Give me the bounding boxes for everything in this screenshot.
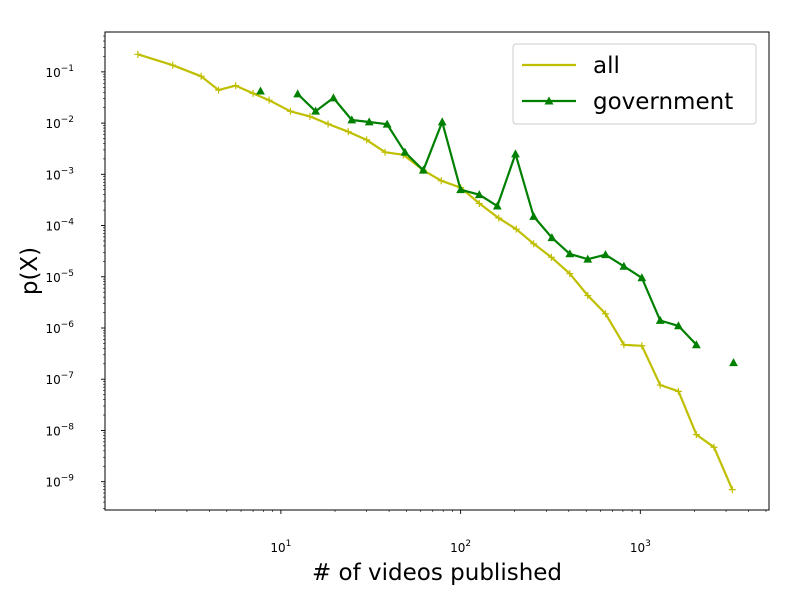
y-tick-label: 10−8	[45, 422, 74, 438]
data-point-all	[232, 82, 240, 90]
data-point-all	[692, 431, 700, 439]
data-point-all	[306, 112, 314, 120]
plot-frame	[104, 31, 770, 511]
data-point-government	[691, 340, 701, 349]
y-tick-label: 10−5	[45, 269, 74, 285]
data-point-government	[674, 321, 683, 330]
data-point-all	[584, 292, 592, 300]
data-point-government	[583, 254, 593, 263]
series-government	[256, 86, 738, 367]
data-point-all	[674, 387, 682, 395]
data-point-all	[324, 120, 332, 128]
data-point-all	[475, 199, 483, 207]
data-point-government	[547, 233, 557, 242]
data-point-all	[638, 342, 646, 350]
data-point-all	[495, 214, 503, 222]
y-tick-label: 10−4	[45, 218, 74, 234]
data-point-all	[728, 486, 736, 494]
y-tick-label: 10−7	[45, 371, 74, 387]
legend-label-government: government	[593, 89, 733, 115]
data-point-all	[512, 225, 520, 233]
data-point-government	[655, 315, 665, 324]
y-tick-label: 10−6	[45, 320, 74, 336]
data-point-all	[265, 96, 273, 104]
x-axis-title: # of videos published	[312, 560, 562, 586]
data-point-all	[566, 270, 574, 278]
data-point-government	[347, 115, 357, 124]
data-point-government	[382, 119, 392, 128]
y-axis-ticks: 10−1 10−2 10−3 10−4 10−5 10−6 10−7 10−8 10−9	[45, 35, 105, 509]
y-tick-label: 10−9	[45, 474, 74, 490]
x-tick-label: 103	[630, 539, 651, 555]
data-point-government	[601, 250, 610, 259]
x-tick-label: 101	[270, 539, 291, 555]
data-point-all	[656, 381, 664, 389]
data-point-all	[381, 148, 389, 156]
data-point-all	[601, 310, 609, 318]
data-point-government	[437, 117, 447, 126]
data-point-all	[530, 240, 538, 248]
data-point-government	[565, 249, 575, 258]
data-point-all	[547, 253, 555, 261]
data-point-government	[329, 93, 338, 102]
y-tick-label: 10−2	[45, 115, 74, 131]
data-point-all	[710, 443, 718, 451]
data-point-government	[400, 147, 410, 156]
data-point-government	[311, 106, 321, 115]
data-point-government	[293, 89, 303, 98]
data-point-all	[197, 72, 205, 80]
data-point-all	[437, 177, 445, 185]
legend: all government	[512, 43, 757, 125]
data-point-government	[637, 273, 647, 282]
data-point-government	[364, 117, 374, 126]
data-point-government	[256, 86, 265, 95]
data-point-government	[474, 190, 484, 199]
data-point-government	[511, 149, 520, 158]
series-layer	[134, 50, 738, 494]
x-axis-ticks: 101 102 103	[154, 510, 767, 555]
data-point-all	[286, 107, 294, 115]
data-point-all	[620, 341, 628, 349]
y-tick-label: 10−1	[45, 64, 74, 80]
data-point-all	[249, 89, 257, 97]
y-axis-title: p(X)	[17, 247, 43, 295]
data-point-government	[619, 261, 629, 270]
data-point-government	[729, 358, 738, 367]
data-point-government	[418, 165, 428, 174]
data-point-government	[529, 211, 539, 220]
x-tick-label: 102	[450, 539, 471, 555]
data-point-all	[134, 50, 142, 58]
data-point-government	[456, 185, 466, 194]
series-line-government	[296, 93, 698, 346]
y-tick-label: 10−3	[45, 166, 74, 182]
data-point-government	[492, 201, 502, 210]
data-point-all	[363, 136, 371, 144]
data-point-all	[215, 86, 223, 94]
legend-label-all: all	[593, 53, 620, 79]
data-point-all	[344, 128, 352, 136]
data-point-all	[169, 61, 177, 69]
legend-marker-government	[544, 96, 554, 105]
series-all	[134, 50, 736, 494]
